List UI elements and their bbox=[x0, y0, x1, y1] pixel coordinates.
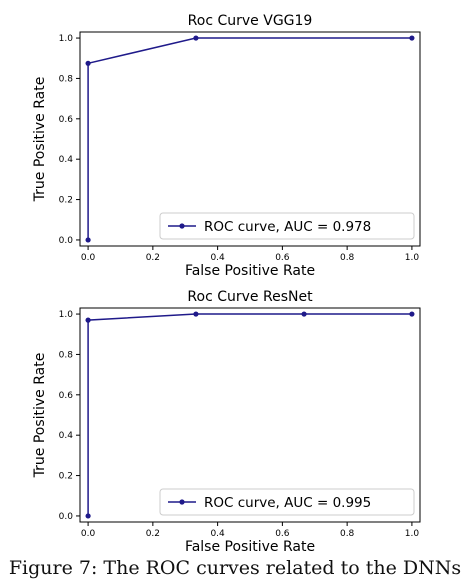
y-tick-label: 0.8 bbox=[59, 74, 74, 84]
chart-1: Roc Curve VGG19 0.0 0.2 0.4 0.6 0.8 1.0 0.0 0.2 0… bbox=[32, 13, 421, 279]
x-axis-label: False Positive Rate bbox=[185, 539, 315, 555]
legend-entry: ROC curve, AUC = 0.978 bbox=[204, 219, 371, 235]
roc-curve-line bbox=[87, 37, 412, 240]
chart-title: Roc Curve VGG19 bbox=[188, 13, 313, 29]
x-tick-label: 0.2 bbox=[146, 529, 160, 539]
roc-curve-point bbox=[85, 513, 91, 519]
roc-curve-point bbox=[409, 35, 415, 41]
legend-box bbox=[159, 488, 415, 516]
x-tick-label: 0.4 bbox=[210, 529, 225, 539]
x-tick-label: 0.6 bbox=[275, 529, 290, 539]
y-tick-label: 0.4 bbox=[59, 155, 74, 165]
plot-frame bbox=[79, 31, 421, 247]
x-tick-label: 0.0 bbox=[81, 529, 96, 539]
y-tick-label: 0.0 bbox=[59, 512, 74, 522]
y-tick-label: 0.6 bbox=[59, 391, 74, 401]
roc-curve-point bbox=[85, 237, 91, 243]
x-tick-label: 0.2 bbox=[146, 253, 160, 263]
x-tick-label: 0.0 bbox=[81, 253, 96, 263]
roc-curve-point bbox=[409, 311, 415, 317]
roc-curve-point bbox=[193, 35, 199, 41]
y-tick-label: 1.0 bbox=[59, 310, 74, 320]
legend-box bbox=[159, 212, 415, 240]
chart-title: Roc Curve ResNet bbox=[187, 289, 313, 305]
y-tick-label: 0.8 bbox=[59, 350, 74, 360]
y-tick-label: 0.4 bbox=[59, 431, 74, 441]
x-tick-label: 0.8 bbox=[340, 529, 355, 539]
x-axis-label: False Positive Rate bbox=[185, 263, 315, 279]
x-tick-label: 1.0 bbox=[405, 253, 420, 263]
roc-curve-line bbox=[87, 313, 412, 516]
x-tick-label: 0.4 bbox=[210, 253, 225, 263]
x-tick-label: 1.0 bbox=[405, 529, 420, 539]
roc-curve-point bbox=[193, 311, 199, 317]
legend-entry: ROC curve, AUC = 0.995 bbox=[204, 495, 371, 511]
y-tick-label: 1.0 bbox=[59, 34, 74, 44]
roc-curve-point bbox=[85, 60, 91, 66]
x-tick-label: 0.6 bbox=[275, 253, 290, 263]
y-tick-label: 0.0 bbox=[59, 236, 74, 246]
roc-curve-point bbox=[85, 317, 91, 323]
y-tick-label: 0.6 bbox=[59, 115, 74, 125]
chart-2: Roc Curve ResNet 0.0 0.2 0.4 0.6 0.8 1.0 0.0 0.2… bbox=[32, 289, 421, 555]
y-axis-label: True Positive Rate bbox=[32, 77, 48, 203]
x-tick-label: 0.8 bbox=[340, 253, 355, 263]
y-tick-label: 0.2 bbox=[59, 472, 73, 482]
legend-swatch-marker bbox=[179, 223, 185, 229]
y-tick-label: 0.2 bbox=[59, 196, 73, 206]
roc-curve-point bbox=[301, 311, 307, 317]
plot-frame bbox=[79, 307, 421, 523]
figure-caption: Figure 7: The ROC curves related to the … bbox=[8, 557, 462, 579]
legend-swatch-marker bbox=[179, 499, 185, 505]
y-axis-label: True Positive Rate bbox=[32, 353, 48, 479]
